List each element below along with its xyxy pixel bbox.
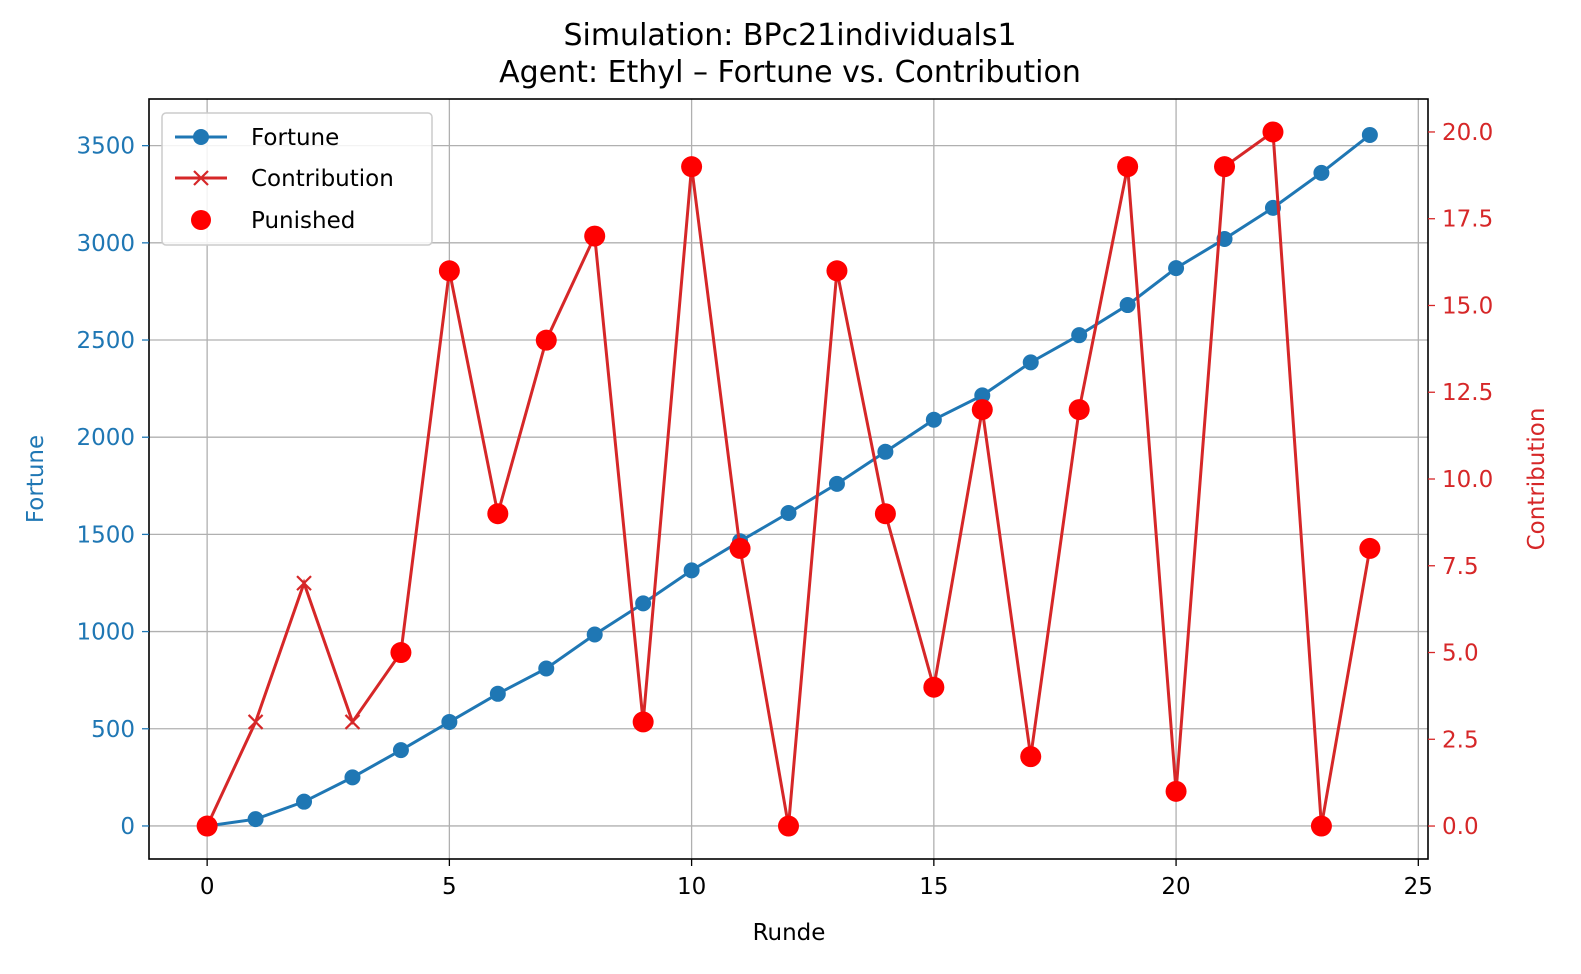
axis-ticks: 0 5 10 15 20 25 0 500 1000 1500 2000 2500 3000 3500 0.… — [76, 120, 1493, 900]
chart-subtitle: Agent: Ethyl – Fortune vs. Contribution — [499, 55, 1081, 90]
legend-punished-label: Punished — [251, 208, 355, 234]
punished-point — [584, 225, 606, 247]
y-right-tick-label: 12.5 — [1442, 380, 1493, 406]
punished-point — [1165, 780, 1187, 802]
punished-point — [923, 676, 945, 698]
y-left-tick-label: 3000 — [76, 231, 135, 257]
punished-point — [390, 642, 412, 664]
fortune-point — [586, 626, 603, 643]
punished-point — [535, 329, 557, 351]
punished-point — [1020, 746, 1042, 768]
punished-point — [681, 156, 703, 178]
y-left-tick-label: 3500 — [76, 134, 135, 160]
y-right-tick-label: 2.5 — [1442, 727, 1479, 753]
fortune-point — [683, 562, 700, 579]
y-left-tick-label: 1000 — [76, 620, 135, 646]
y-right-tick-label: 20.0 — [1442, 120, 1493, 146]
punished-point — [1310, 815, 1332, 837]
legend-fortune-label: Fortune — [251, 125, 339, 151]
x-axis-label: Runde — [753, 920, 826, 946]
legend-contribution-label: Contribution — [251, 166, 394, 192]
fortune-point — [1071, 327, 1088, 344]
fortune-point — [1119, 297, 1136, 314]
punished-point — [1214, 156, 1236, 178]
y-left-tick-label: 0 — [120, 814, 135, 840]
y-left-tick-label: 500 — [91, 717, 135, 743]
x-tick-label: 5 — [442, 874, 457, 900]
grid-lines — [149, 99, 1428, 859]
contribution-point-stroke — [296, 575, 312, 591]
y-right-tick-label: 17.5 — [1442, 207, 1493, 233]
punished-point — [1068, 399, 1090, 421]
fortune-point — [392, 742, 409, 759]
legend: Fortune Contribution Punished — [161, 112, 433, 246]
fortune-point — [877, 443, 894, 460]
x-tick-label: 15 — [919, 874, 948, 900]
fortune-point — [925, 411, 942, 428]
legend-box — [161, 112, 433, 246]
fortune-point — [1168, 260, 1185, 277]
punished-point — [826, 260, 848, 282]
x-tick-label: 10 — [677, 874, 706, 900]
fortune-point — [489, 685, 506, 702]
fortune-point — [974, 387, 991, 404]
chart-title: Simulation: BPc21individuals1 — [563, 18, 1016, 53]
y-right-tick-label: 10.0 — [1442, 467, 1493, 493]
y-right-tick-label: 5.0 — [1442, 641, 1479, 667]
punished-point — [487, 503, 509, 525]
x-tick-label: 0 — [200, 874, 215, 900]
y-right-tick-label: 15.0 — [1442, 293, 1493, 319]
punished-point — [1262, 121, 1284, 143]
punished-point — [438, 260, 460, 282]
fortune-point — [344, 769, 361, 786]
fortune-point — [635, 595, 652, 612]
fortune-point — [247, 811, 264, 828]
y-left-tick-label: 1500 — [76, 522, 135, 548]
punished-point — [196, 815, 218, 837]
punished-point — [1359, 537, 1381, 559]
x-tick-label: 25 — [1404, 874, 1433, 900]
contribution-point-stroke — [344, 714, 361, 730]
fortune-point — [1022, 354, 1039, 371]
contribution-point — [296, 575, 312, 591]
punished-point — [1117, 156, 1139, 178]
fortune-point — [538, 660, 555, 677]
y-right-tick-label: 7.5 — [1442, 554, 1479, 580]
fortune-point — [296, 793, 313, 810]
legend-contribution-marker — [193, 170, 209, 186]
fortune-point — [441, 713, 458, 730]
punished-point — [971, 399, 993, 421]
punished-point — [874, 503, 896, 525]
contribution-point — [247, 714, 264, 730]
y-left-tick-label: 2500 — [76, 328, 135, 354]
fortune-point — [1361, 126, 1378, 143]
y-axis-left-label: Fortune — [23, 435, 49, 523]
y-axis-right-label: Contribution — [1524, 408, 1550, 551]
legend-fortune-marker — [193, 129, 209, 145]
y-right-tick-label: 0.0 — [1442, 814, 1479, 840]
punished-point — [778, 815, 799, 837]
legend-punished-marker — [191, 210, 211, 230]
punished-point — [729, 537, 751, 559]
y-left-tick-label: 2000 — [76, 425, 135, 451]
x-tick-label: 20 — [1161, 874, 1190, 900]
series-layer — [196, 121, 1381, 837]
punished-point — [632, 711, 654, 733]
contribution-point-stroke — [247, 714, 264, 730]
fortune-point — [1313, 164, 1330, 181]
fortune-point — [780, 505, 797, 522]
contribution-point — [344, 714, 361, 730]
fortune-point — [828, 475, 845, 492]
